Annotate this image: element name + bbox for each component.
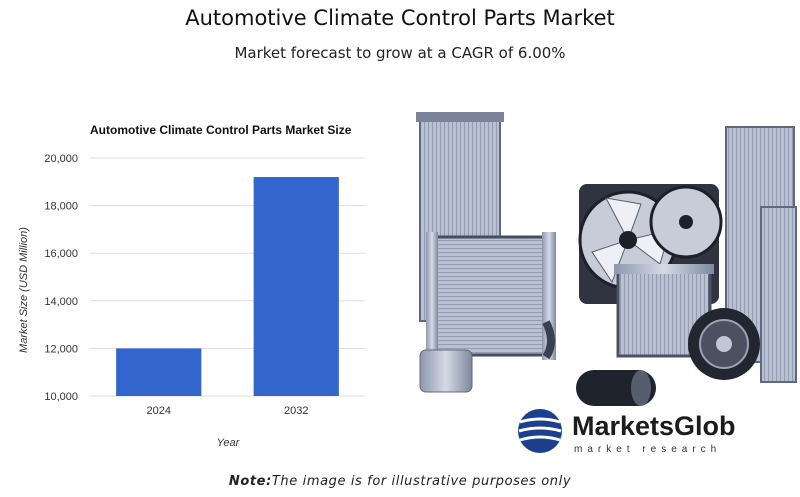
chart-x-ticks: 2024 2032 (147, 405, 309, 417)
page-title: Automotive Climate Control Parts Market (185, 6, 615, 30)
x-tick-label: 2032 (284, 405, 308, 417)
blower-motor-icon (688, 308, 760, 380)
climate-parts-image: MarketsGlob market research (416, 112, 797, 455)
receiver-drier-icon (576, 370, 656, 406)
page-subtitle: Market forecast to grow at a CAGR of 6.0… (234, 44, 566, 62)
y-tick-label: 10,000 (44, 391, 78, 403)
chart-bars (116, 177, 339, 396)
brand-logo: MarketsGlob market research (518, 409, 736, 455)
x-axis-label: Year (217, 437, 241, 449)
chart-y-ticks: 10,000 12,000 14,000 16,000 18,000 20,000 (44, 153, 78, 403)
y-tick-label: 14,000 (44, 296, 78, 308)
x-tick-label: 2024 (147, 405, 171, 417)
bar-2032 (253, 177, 339, 396)
bracket-icon (419, 349, 473, 393)
note-label: Note: (228, 474, 272, 489)
brand-tagline: market research (574, 444, 721, 455)
product-illustration: MarketsGlob market research (416, 112, 798, 464)
note-text: The image is for illustrative purposes o… (271, 474, 572, 489)
chart-title: Automotive Climate Control Parts Market … (90, 123, 352, 137)
bar-chart: Automotive Climate Control Parts Market … (18, 123, 365, 449)
illustration-note: Note:The image is for illustrative purpo… (0, 474, 800, 489)
y-axis-label: Market Size (USD Million) (18, 227, 30, 353)
bar-2024 (116, 348, 202, 396)
brand-name: MarketsGlob (572, 411, 736, 441)
radiator-right-icon (725, 126, 797, 383)
y-tick-label: 12,000 (44, 343, 78, 355)
y-tick-label: 16,000 (44, 248, 78, 260)
y-tick-label: 18,000 (44, 201, 78, 213)
y-tick-label: 20,000 (44, 153, 78, 165)
condenser-icon (426, 232, 556, 360)
